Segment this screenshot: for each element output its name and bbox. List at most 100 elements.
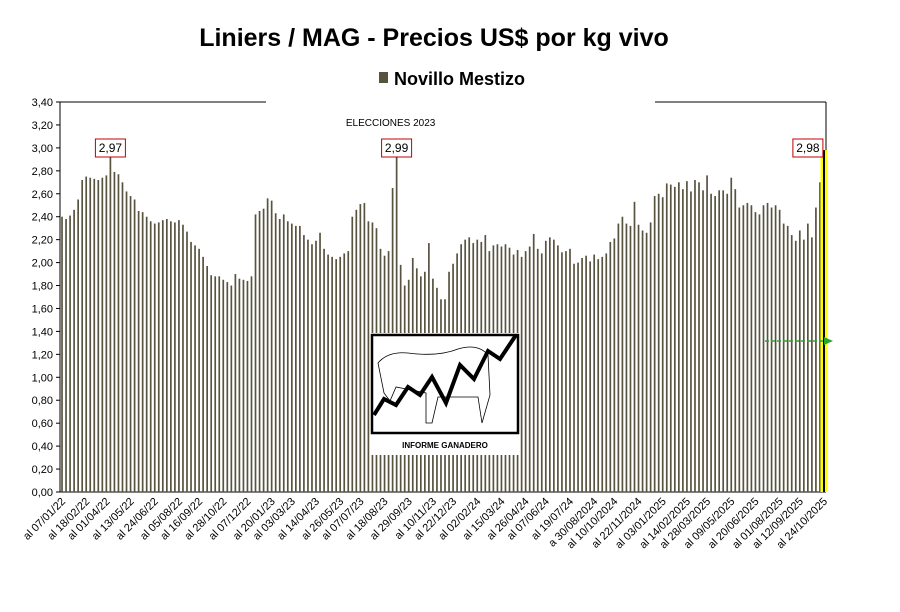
bar — [565, 251, 567, 492]
bar — [548, 237, 551, 492]
bar — [327, 254, 329, 492]
bar — [585, 255, 587, 492]
bar — [307, 239, 309, 492]
bar — [714, 196, 716, 492]
bar — [89, 177, 92, 492]
y-tick-label: 2,20 — [32, 235, 53, 247]
bar — [528, 246, 531, 492]
bar — [694, 180, 696, 492]
bar — [77, 199, 79, 492]
bar — [282, 214, 285, 492]
legend: Novillo Mestizo — [379, 69, 525, 89]
bar — [81, 180, 84, 492]
bar — [234, 274, 237, 492]
bar — [557, 245, 559, 492]
bar — [536, 248, 539, 492]
bar — [605, 253, 608, 492]
bar — [165, 219, 168, 492]
y-tick-label: 0,40 — [32, 441, 53, 453]
bar — [61, 216, 63, 492]
bar — [665, 183, 668, 492]
bar — [790, 235, 793, 492]
legend-swatch — [379, 72, 388, 83]
bar — [105, 175, 108, 492]
bar — [738, 207, 741, 492]
bar — [544, 240, 547, 492]
y-tick-label: 0,80 — [32, 395, 53, 407]
bar — [363, 202, 366, 492]
bar — [661, 197, 664, 492]
value-callout: 2,98 — [796, 141, 820, 155]
bar — [190, 241, 192, 492]
bar — [145, 216, 148, 492]
bar — [625, 223, 628, 492]
bar — [641, 230, 644, 492]
bar — [355, 209, 358, 492]
bar — [367, 221, 370, 493]
bar — [178, 220, 180, 492]
bar — [621, 216, 624, 492]
bar — [718, 190, 721, 492]
bar — [770, 207, 773, 492]
bar — [319, 232, 321, 492]
y-tick-label: 0,60 — [32, 418, 53, 430]
bar — [258, 210, 261, 492]
bar — [299, 225, 301, 492]
bar — [351, 216, 354, 492]
bar — [218, 276, 221, 492]
bar — [69, 215, 71, 492]
bar — [734, 189, 737, 492]
bar — [553, 239, 555, 492]
logo-trend-line — [372, 333, 518, 417]
bar — [210, 275, 213, 492]
bar — [331, 256, 333, 492]
bar — [174, 222, 176, 492]
y-tick-label: 1,20 — [32, 349, 53, 361]
bar — [601, 256, 604, 492]
bar — [250, 276, 253, 492]
y-tick-label: 1,60 — [32, 303, 53, 315]
bar — [669, 184, 672, 492]
bar — [573, 263, 575, 492]
bar — [73, 209, 75, 492]
bar — [710, 193, 712, 492]
bar — [93, 178, 96, 492]
bar — [778, 209, 781, 492]
bar — [597, 259, 600, 492]
y-tick-label: 1,80 — [32, 281, 53, 293]
bar — [335, 259, 338, 492]
bar — [278, 219, 281, 492]
bar — [222, 279, 225, 492]
bar — [532, 233, 535, 492]
chart-title: Liniers / MAG - Precios US$ por kg vivo — [199, 24, 669, 52]
logo-label: INFORME GANADERO — [402, 441, 488, 450]
bar — [794, 240, 797, 492]
bar — [524, 251, 527, 492]
bull-icon — [377, 346, 491, 424]
bar — [395, 149, 398, 492]
arrow-icon — [824, 337, 833, 345]
bar — [311, 244, 313, 492]
bar — [246, 280, 249, 492]
bar — [117, 174, 120, 492]
bar — [202, 256, 204, 492]
bar — [101, 177, 104, 492]
informe-ganadero-logo: INFORME GANADERO — [370, 333, 520, 455]
bar — [819, 182, 821, 493]
y-tick-label: 0,00 — [32, 487, 53, 499]
bar — [194, 245, 196, 492]
bar — [569, 248, 571, 492]
bar — [242, 279, 245, 492]
annotations: 2,97 2,99 2,98 ELECCIONES 2023 — [94, 118, 833, 345]
bar — [286, 221, 289, 493]
bar — [798, 230, 801, 492]
bar — [593, 254, 596, 492]
y-tick-label: 3,40 — [32, 97, 53, 109]
value-callout: 2,97 — [99, 141, 123, 155]
bar — [65, 219, 67, 492]
logo-frame — [370, 333, 520, 435]
bar — [811, 237, 813, 492]
bar — [186, 231, 188, 492]
value-callout-box — [381, 138, 413, 158]
